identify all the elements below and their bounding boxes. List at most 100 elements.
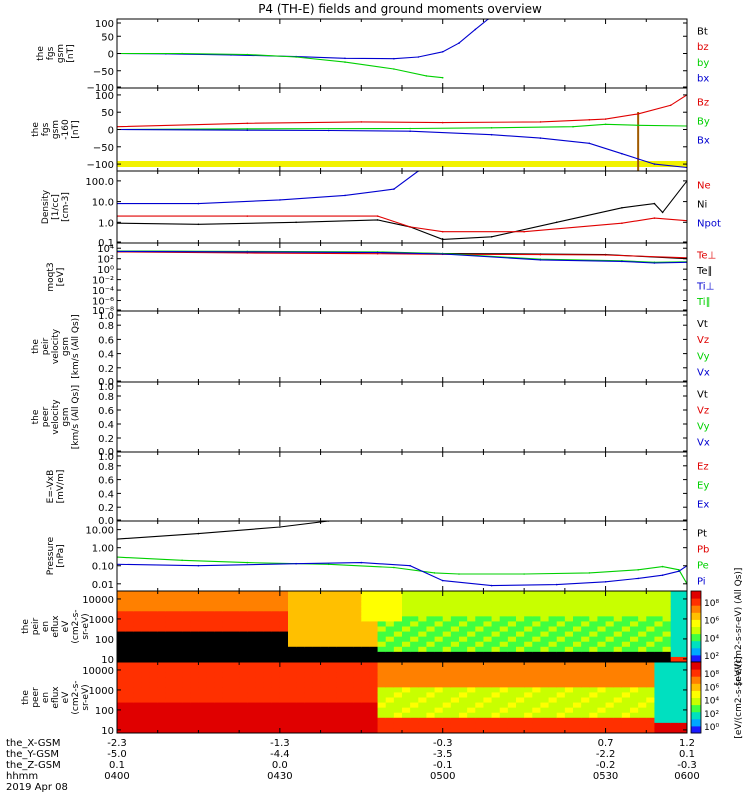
- y-axis-label: [nT]: [66, 44, 76, 62]
- y-tick-label: 10000: [82, 666, 114, 677]
- y-axis-label: (cm2-s-: [71, 609, 81, 643]
- y-tick-label: 10.0: [92, 198, 114, 209]
- data-point: [653, 217, 656, 219]
- y-axis-label: sr-eV): [81, 684, 91, 710]
- data-point: [409, 127, 411, 130]
- y-tick-label: 0.2: [98, 364, 114, 375]
- x-tick-label: 0.0: [272, 760, 288, 771]
- colorbar-tick-label: 10²: [704, 652, 719, 662]
- y-axis-label: the: [31, 409, 41, 424]
- data-point: [393, 68, 395, 70]
- panel-frame: [116, 381, 688, 453]
- x-ticks: [116, 452, 688, 521]
- data-point: [637, 577, 639, 580]
- data-point: [441, 76, 444, 79]
- legend-entry: bx: [697, 74, 709, 85]
- x-tick-label: 0500: [430, 771, 455, 782]
- y-tick-label: 1000: [89, 686, 114, 697]
- y-tick-label: 1.0: [98, 382, 114, 393]
- legend: Bz By Bx: [697, 97, 710, 146]
- legend-entry: Vz: [697, 335, 709, 346]
- legend: Te⊥ Te∥ Ti⊥ Ti∥: [696, 250, 716, 308]
- data-point: [490, 127, 493, 129]
- spectrogram-p10: [117, 662, 687, 733]
- data-point: [360, 121, 363, 123]
- data-point: [604, 118, 607, 120]
- legend-entry: Vy: [697, 351, 710, 362]
- y-axis-label: eflux: [51, 686, 61, 709]
- legend-entry: Pt: [697, 529, 707, 540]
- data-point: [376, 251, 379, 254]
- y-axis-label: [cm-3]: [61, 192, 71, 222]
- y-axis-label: [mV/m]: [56, 470, 66, 504]
- y-axis-label: peer: [41, 406, 51, 427]
- y-tick-label: 10²: [97, 255, 114, 266]
- data-point: [588, 572, 591, 574]
- data-point: [279, 199, 281, 201]
- y-axis-label: the: [36, 46, 46, 61]
- data-point: [360, 561, 363, 564]
- data-point: [678, 569, 680, 571]
- data-point: [327, 129, 330, 132]
- legend-entry: Vy: [697, 422, 710, 433]
- y-tick-label: 0.2: [98, 503, 114, 514]
- series-line: [117, 94, 687, 128]
- x-tick-label: -3.5: [433, 749, 453, 760]
- legend-entry: Vx: [697, 368, 710, 379]
- y-axis-label: velocity: [51, 399, 61, 435]
- data-point: [409, 226, 411, 228]
- y-tick-label: 0.6: [98, 406, 114, 417]
- data-point: [425, 75, 428, 77]
- x-tick-label: 0.7: [598, 738, 614, 749]
- panel-frame: [116, 170, 688, 244]
- data-point: [197, 532, 200, 535]
- y-axis-label: [1/cc]: [51, 194, 61, 220]
- y-axis-label: en: [41, 692, 51, 703]
- panel-p2: 100 50 0 −50 −100 the fgs gsm -160 [nT] Bz By Bx: [31, 87, 710, 172]
- legend-entry: Vt: [697, 390, 708, 401]
- data-point: [197, 223, 200, 226]
- y-axis-label: -160: [61, 119, 71, 140]
- y-axis-label: the: [31, 122, 41, 137]
- colorbar-tick-label: 10⁶: [704, 683, 719, 693]
- legend-entry: Bz: [697, 97, 709, 108]
- y-tick-label: −50: [93, 67, 114, 78]
- panel-p1: 100 50 0 −50 −100 the fgs gsm [nT] Bt bz by bx: [36, 18, 709, 94]
- y-tick-label: 1.00: [92, 544, 114, 555]
- x-tick-label: 0.1: [679, 749, 695, 760]
- y-axis-label: velocity: [51, 328, 61, 364]
- colorbar-tick-label: 10⁸: [704, 599, 719, 609]
- series-group: [117, 19, 490, 79]
- y-axis-label: Pressure: [46, 536, 56, 575]
- y-axis-label: the: [31, 339, 41, 354]
- x-tick-label: 0400: [104, 771, 129, 782]
- y-axis: 10.00 1.00 0.10 0.01: [85, 526, 687, 591]
- y-tick-label: 10⁴: [97, 244, 114, 255]
- data-point: [555, 221, 558, 224]
- data-point: [376, 215, 379, 217]
- x-ticks: [116, 311, 688, 382]
- data-point: [441, 253, 444, 255]
- legend-entry: Pe: [697, 561, 709, 572]
- data-point: [295, 56, 297, 58]
- y-axis: 100.0 10.0 1.0 0.1: [85, 177, 687, 249]
- y-tick-label: 0.4: [98, 350, 114, 361]
- data-point: [197, 202, 200, 205]
- y-axis-label: eflux: [51, 615, 61, 638]
- series-line: [117, 521, 329, 540]
- series-line: [117, 250, 687, 264]
- y-tick-label: 100: [95, 19, 114, 30]
- y-tick-label: 0.1: [98, 238, 114, 249]
- colorbar-p9: 10⁸ 10⁶ 10⁴ 10² [eV/(cm2-s-sr-eV) (All Qs)]: [690, 568, 744, 685]
- x-axis-row-label: the_Y-GSM: [6, 749, 59, 760]
- y-axis: 1.00.8 0.6 0.4 0.2 0.0: [98, 452, 687, 527]
- data-point: [653, 202, 656, 205]
- y-tick-label: −50: [93, 143, 114, 154]
- y-tick-label: 10⁰: [97, 265, 114, 276]
- data-point: [653, 163, 656, 165]
- y-tick-label: 10⁻⁴: [92, 286, 114, 297]
- data-point: [588, 119, 591, 121]
- data-point: [295, 221, 297, 224]
- y-tick-label: 0.0: [98, 377, 114, 388]
- y-tick-label: 10⁻⁸: [92, 306, 114, 317]
